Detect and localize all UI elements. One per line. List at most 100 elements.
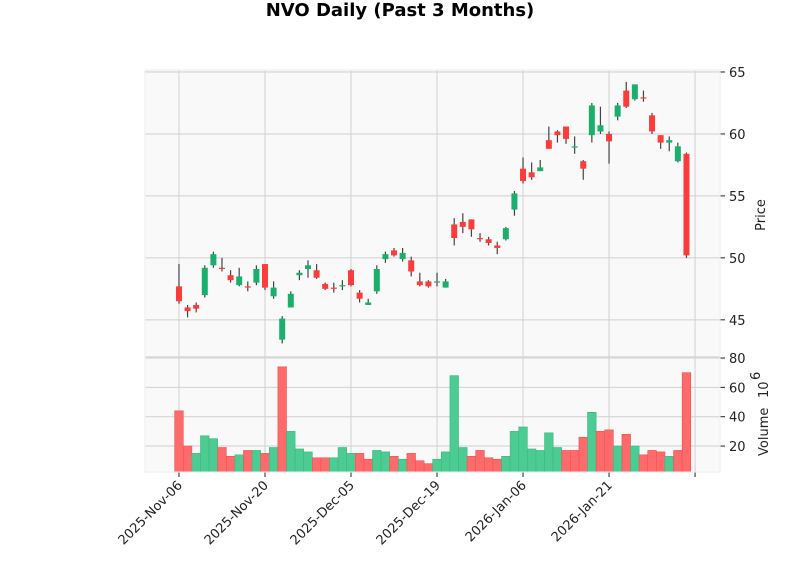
candle-body — [391, 250, 398, 256]
candle-body — [365, 302, 372, 305]
candle-body — [261, 264, 268, 288]
volume-bar — [449, 375, 459, 473]
candle-body — [425, 281, 432, 287]
candle-body — [528, 172, 535, 178]
candle-body — [442, 281, 449, 288]
candle-body — [201, 267, 208, 296]
candle-body — [502, 228, 509, 240]
candle-body — [356, 292, 363, 299]
volume-tick-label: 20 — [729, 440, 746, 455]
volume-bar — [398, 458, 408, 473]
volume-bar — [260, 453, 270, 473]
volume-bar — [251, 450, 261, 473]
volume-bar — [518, 426, 528, 473]
candle-body — [330, 287, 337, 289]
volume-bar — [286, 431, 296, 473]
chart-title: NVO Daily (Past 3 Months) — [265, 0, 535, 21]
volume-axis-label: Volume — [757, 408, 772, 456]
candle-body — [227, 275, 234, 281]
volume-bar — [552, 447, 563, 473]
candle-body — [253, 269, 260, 283]
candle-body — [657, 135, 664, 143]
candle-body — [184, 307, 191, 312]
volume-bar — [578, 436, 588, 473]
volume-bar — [423, 463, 434, 473]
candle-body — [614, 105, 621, 117]
candle-body — [339, 285, 346, 287]
candle-body — [494, 245, 501, 248]
candle-body — [175, 286, 182, 302]
candle-body — [399, 252, 406, 260]
candle-body — [563, 126, 570, 139]
candle-body — [477, 238, 484, 240]
volume-bar — [406, 453, 416, 473]
volume-tick-label: 60 — [729, 381, 746, 396]
volume-bar — [673, 450, 683, 473]
volume-bar — [337, 447, 348, 473]
volume-bar — [372, 450, 382, 473]
volume-bar — [527, 448, 537, 473]
candle-body — [537, 167, 544, 172]
volume-bar — [630, 445, 640, 473]
x-tick-label: 2025-Nov-20 — [202, 478, 272, 548]
candle-body — [580, 161, 587, 169]
candle-body — [597, 125, 604, 132]
candle-body — [434, 281, 441, 283]
volume-bar — [664, 456, 674, 473]
volume-tick-label: 80 — [729, 352, 746, 367]
volume-bar — [484, 457, 494, 473]
candle-body — [279, 318, 286, 340]
volume-exponent-base: 10 — [757, 381, 772, 398]
candle-body — [554, 131, 561, 136]
volume-bar — [277, 366, 287, 473]
candle-body — [511, 193, 518, 210]
candle-body — [468, 219, 475, 230]
x-tick-label: 2025-Nov-06 — [116, 478, 186, 548]
x-tick-label: 2026-Jan-06 — [463, 478, 530, 545]
volume-bar — [294, 448, 304, 473]
candle-body — [416, 281, 423, 286]
candle-body — [623, 90, 630, 107]
volume-bar — [587, 411, 597, 473]
volume-bar — [604, 429, 614, 473]
candle-body — [606, 133, 613, 142]
volume-bar — [613, 445, 623, 473]
x-tick-label: 2025-Dec-19 — [374, 478, 444, 548]
candle-body — [459, 221, 466, 227]
price-tick-label: 60 — [729, 128, 746, 143]
volume-bar — [311, 457, 322, 473]
price-tick-label: 65 — [729, 66, 746, 81]
volume-bar — [544, 432, 554, 473]
volume-bar — [570, 450, 580, 473]
plot-frame — [144, 69, 721, 473]
candle-body — [322, 283, 329, 289]
candle-body — [571, 146, 578, 148]
candle-body — [382, 254, 389, 260]
volume-bar — [355, 453, 365, 473]
candle-body — [683, 153, 690, 256]
volume-bar — [320, 457, 330, 473]
candle-body — [640, 97, 647, 99]
volume-bar — [647, 450, 657, 473]
volume-bar — [681, 372, 692, 473]
candle-body — [451, 224, 458, 239]
volume-bar — [475, 450, 485, 473]
volume-bar — [225, 456, 236, 473]
volume-bar — [492, 458, 502, 473]
volume-bar — [501, 456, 511, 473]
price-tick-label: 50 — [729, 252, 746, 267]
volume-bar — [380, 451, 391, 473]
volume-bar — [234, 454, 244, 473]
volume-bar — [621, 434, 631, 473]
price-tick-label: 45 — [729, 314, 746, 329]
candle-body — [588, 105, 595, 136]
candle-body — [244, 286, 251, 288]
volume-bar — [208, 438, 218, 473]
candle-body — [270, 287, 277, 297]
price-panel — [145, 70, 720, 357]
volume-bar — [535, 450, 545, 473]
volume-bar — [329, 457, 339, 473]
candle-body — [313, 270, 320, 278]
volume-bar — [191, 453, 201, 473]
